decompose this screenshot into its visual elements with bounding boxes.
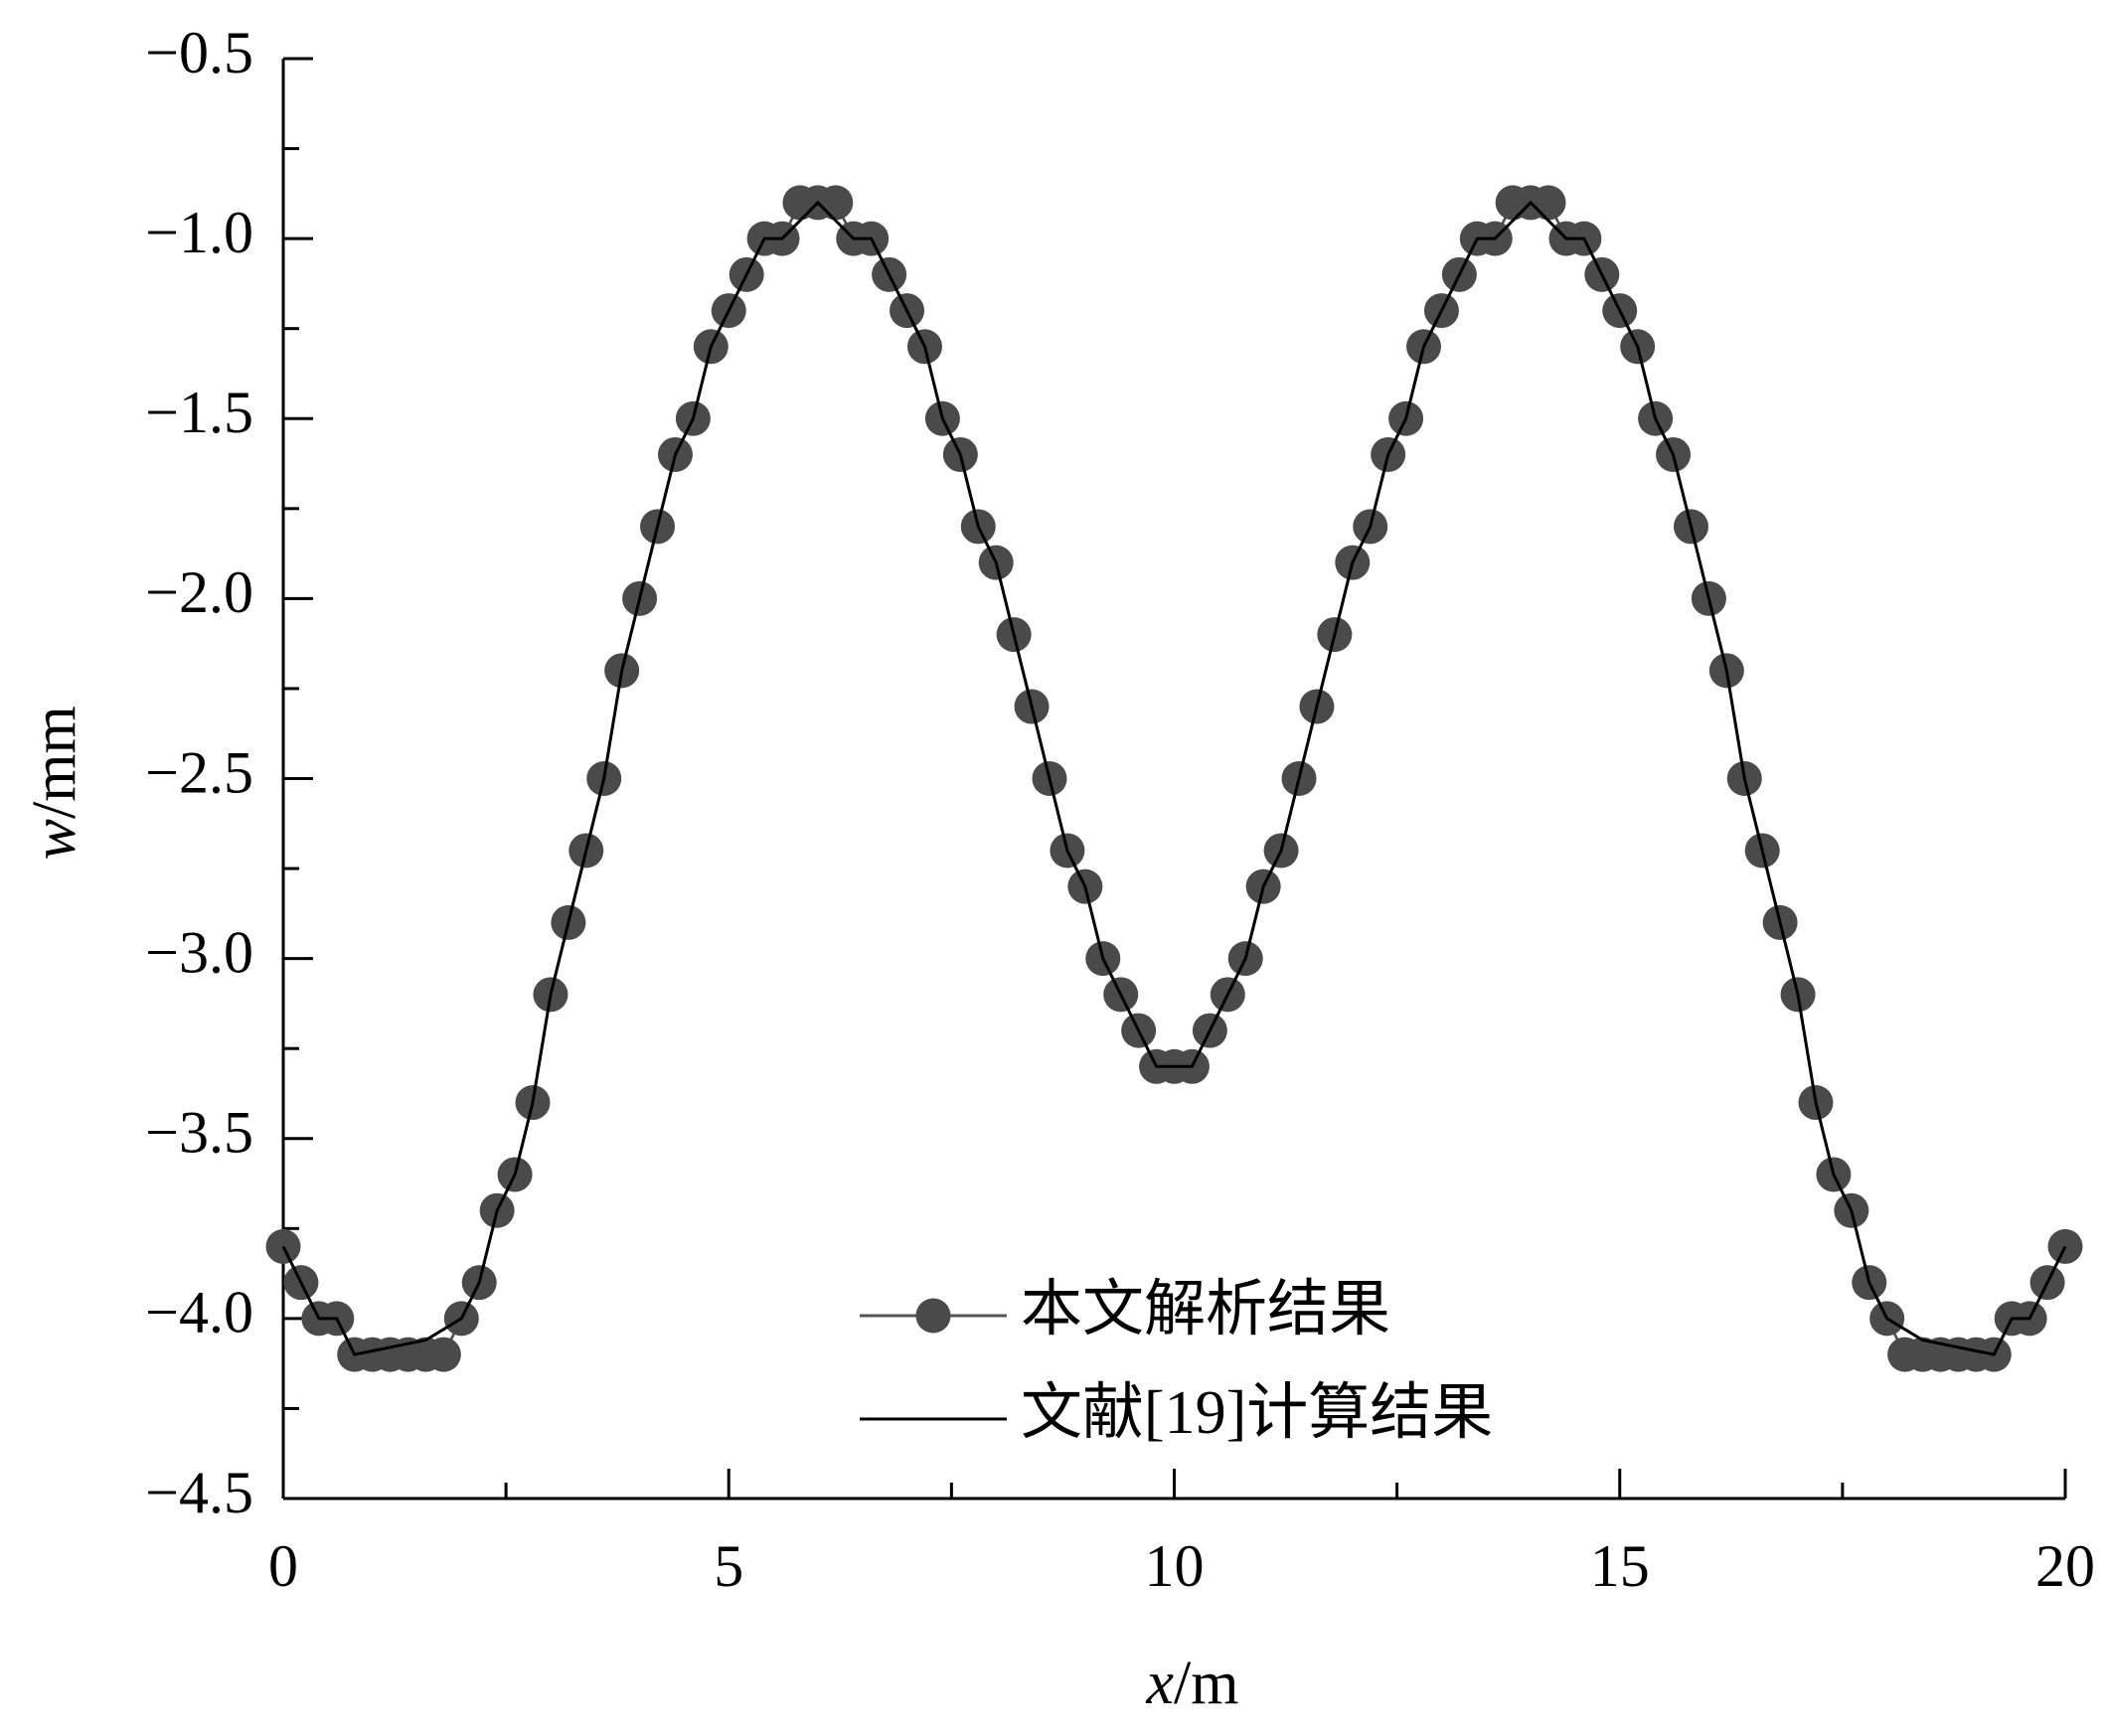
y-tick-label: −4.5	[145, 1460, 253, 1525]
x-tick-label: 5	[714, 1533, 743, 1599]
legend-marker	[915, 1298, 951, 1334]
y-axis-label-var: w	[21, 819, 88, 860]
x-tick-label: 20	[2035, 1533, 2095, 1599]
y-tick-label: −2.5	[145, 739, 253, 805]
y-axis-label-unit: /mm	[21, 706, 88, 819]
y-tick-label: −1.5	[145, 380, 253, 445]
y-tick-label: −2.0	[145, 559, 253, 625]
legend-label: 本文解析结果	[1021, 1276, 1390, 1343]
x-tick-label: 15	[1590, 1533, 1650, 1599]
y-tick-label: −4.0	[145, 1280, 253, 1345]
y-axis-label: w /mm	[21, 706, 88, 860]
x-axis-label-var: x	[1145, 1650, 1174, 1717]
series-line	[281, 200, 2067, 1356]
series-line	[281, 201, 2067, 1356]
legend-label: 文献[19]计算结果	[1021, 1379, 1493, 1447]
y-tick-label: −1.0	[145, 200, 253, 265]
x-axis-label-unit: /m	[1174, 1650, 1238, 1717]
y-tick-label: −0.5	[145, 20, 253, 85]
x-tick-label: 0	[268, 1533, 298, 1599]
y-tick-label: −3.5	[145, 1100, 253, 1166]
y-tick-label: −3.0	[145, 919, 253, 985]
x-tick-label: 10	[1145, 1533, 1205, 1599]
